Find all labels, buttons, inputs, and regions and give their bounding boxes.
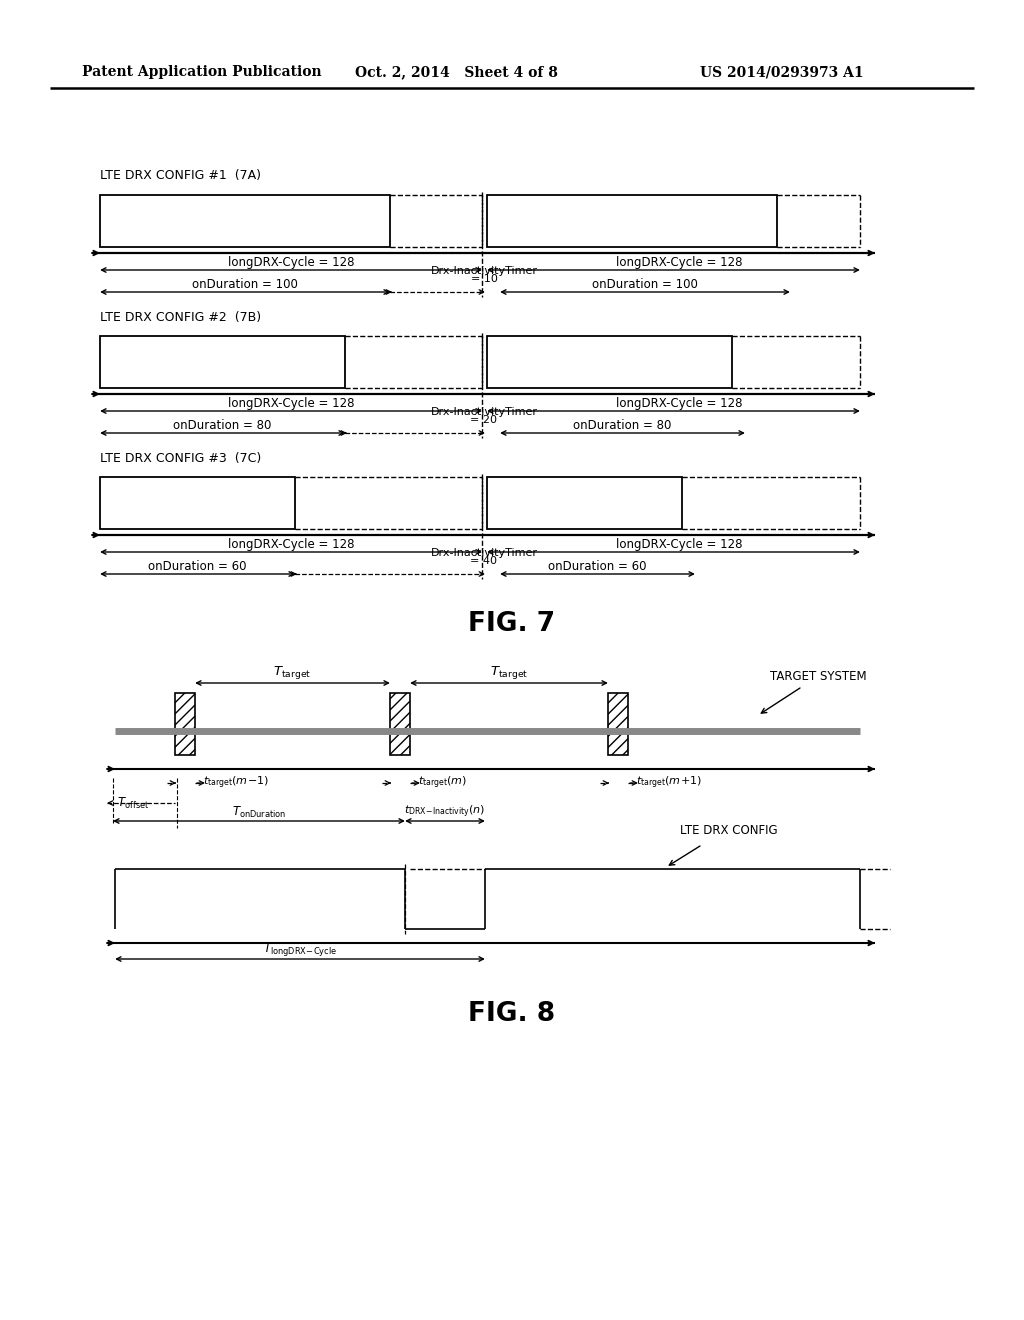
Text: longDRX-Cycle = 128: longDRX-Cycle = 128: [615, 256, 742, 269]
Text: US 2014/0293973 A1: US 2014/0293973 A1: [700, 65, 863, 79]
Text: LTE DRX CONFIG #1  (7A): LTE DRX CONFIG #1 (7A): [100, 169, 261, 182]
Text: $t_{\rm target}(m\!-\!1)$: $t_{\rm target}(m\!-\!1)$: [203, 775, 269, 791]
Text: onDuration = 60: onDuration = 60: [548, 560, 647, 573]
Text: = 40: = 40: [470, 556, 498, 566]
Text: longDRX-Cycle = 128: longDRX-Cycle = 128: [227, 256, 354, 269]
Text: onDuration = 100: onDuration = 100: [193, 279, 298, 290]
Bar: [100, 337, 345, 388]
Text: LTE DRX CONFIG #2  (7B): LTE DRX CONFIG #2 (7B): [100, 312, 261, 323]
Text: $t_{\rm target}(m)$: $t_{\rm target}(m)$: [418, 775, 467, 791]
Bar: [487, 337, 732, 388]
Text: FIG. 7: FIG. 7: [468, 611, 556, 638]
Text: $T_{\rm onDuration}$: $T_{\rm onDuration}$: [231, 805, 287, 820]
Text: longDRX-Cycle = 128: longDRX-Cycle = 128: [227, 397, 354, 411]
Text: $t_{\rm DRX\!-\!Inactivity}(n)$: $t_{\rm DRX\!-\!Inactivity}(n)$: [404, 804, 485, 820]
Text: LTE DRX CONFIG: LTE DRX CONFIG: [680, 825, 777, 837]
Text: onDuration = 80: onDuration = 80: [173, 418, 271, 432]
Bar: [487, 195, 777, 247]
Bar: [175, 693, 195, 755]
Bar: [390, 693, 410, 755]
Text: $T_{\rm target}$: $T_{\rm target}$: [273, 664, 311, 681]
Text: $T_{\rm offset}$: $T_{\rm offset}$: [117, 796, 150, 810]
Text: $T_{\rm target}$: $T_{\rm target}$: [489, 664, 528, 681]
Text: onDuration = 100: onDuration = 100: [592, 279, 698, 290]
Text: = 20: = 20: [470, 414, 498, 425]
Bar: [487, 477, 682, 529]
Bar: [100, 195, 390, 247]
Text: onDuration = 60: onDuration = 60: [148, 560, 247, 573]
Text: Drx-InactivityTimer: Drx-InactivityTimer: [430, 407, 538, 417]
Bar: [100, 477, 295, 529]
Text: = 10: = 10: [471, 275, 498, 284]
Text: longDRX-Cycle = 128: longDRX-Cycle = 128: [615, 539, 742, 550]
Text: TARGET SYSTEM: TARGET SYSTEM: [770, 669, 866, 682]
Text: Oct. 2, 2014   Sheet 4 of 8: Oct. 2, 2014 Sheet 4 of 8: [355, 65, 558, 79]
Text: Patent Application Publication: Patent Application Publication: [82, 65, 322, 79]
Text: onDuration = 80: onDuration = 80: [573, 418, 672, 432]
Bar: [608, 693, 628, 755]
Text: $T_{\rm longDRX\!-\!Cycle}$: $T_{\rm longDRX\!-\!Cycle}$: [263, 941, 337, 958]
Text: FIG. 8: FIG. 8: [468, 1001, 556, 1027]
Text: longDRX-Cycle = 128: longDRX-Cycle = 128: [227, 539, 354, 550]
Text: $t_{\rm target}(m\!+\!1)$: $t_{\rm target}(m\!+\!1)$: [636, 775, 702, 791]
Text: longDRX-Cycle = 128: longDRX-Cycle = 128: [615, 397, 742, 411]
Text: Drx-InactivityTimer: Drx-InactivityTimer: [430, 548, 538, 558]
Text: LTE DRX CONFIG #3  (7C): LTE DRX CONFIG #3 (7C): [100, 451, 261, 465]
Text: Drx-InactivityTimer: Drx-InactivityTimer: [430, 267, 538, 276]
